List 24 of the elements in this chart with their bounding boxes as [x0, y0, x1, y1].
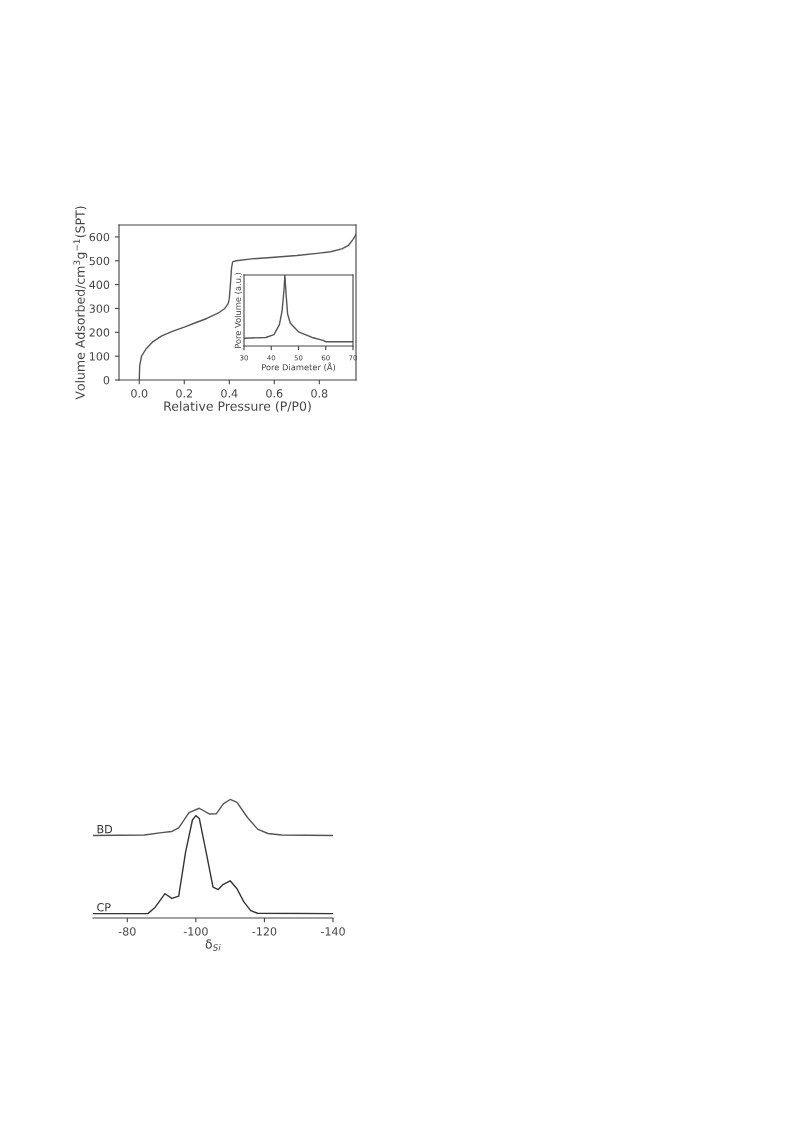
x-axis-title: Pore Diameter (Å) — [262, 362, 336, 372]
x-tick-label: 0.2 — [176, 389, 192, 398]
x-tick-label: -100 — [183, 927, 208, 936]
y-tick-label: 100 — [89, 352, 110, 361]
x-axis-title: Relative Pressure (P/P0) — [164, 401, 311, 413]
y-tick-label: 400 — [89, 280, 110, 289]
y-tick-label: 500 — [89, 256, 110, 266]
y-tick-label: 200 — [89, 328, 110, 337]
x-tick-label: -140 — [320, 927, 345, 936]
y-axis-title: Volume Adsorbed/cm$^{3}$g$^{−1}$(SPT) — [73, 206, 88, 400]
y-axis-title: Pore Volume (a.u.) — [234, 272, 242, 349]
y-tick-label: 0 — [103, 375, 110, 385]
x-tick-label: -80 — [118, 927, 136, 936]
y-tick-label: 600 — [89, 232, 110, 242]
series-label: CP — [97, 903, 111, 912]
x-tick-label: 0.8 — [311, 389, 328, 398]
series-label: BD — [97, 825, 113, 834]
x-tick-label: 0.6 — [266, 389, 283, 398]
x-tick-label: 0.0 — [131, 389, 148, 398]
x-axis-title: δ$_{Si}$ — [205, 939, 221, 951]
line-series — [138, 233, 356, 380]
x-tick-label: 0.4 — [221, 389, 238, 398]
y-tick-label: 300 — [89, 304, 110, 313]
x-tick-label: -120 — [252, 927, 277, 936]
